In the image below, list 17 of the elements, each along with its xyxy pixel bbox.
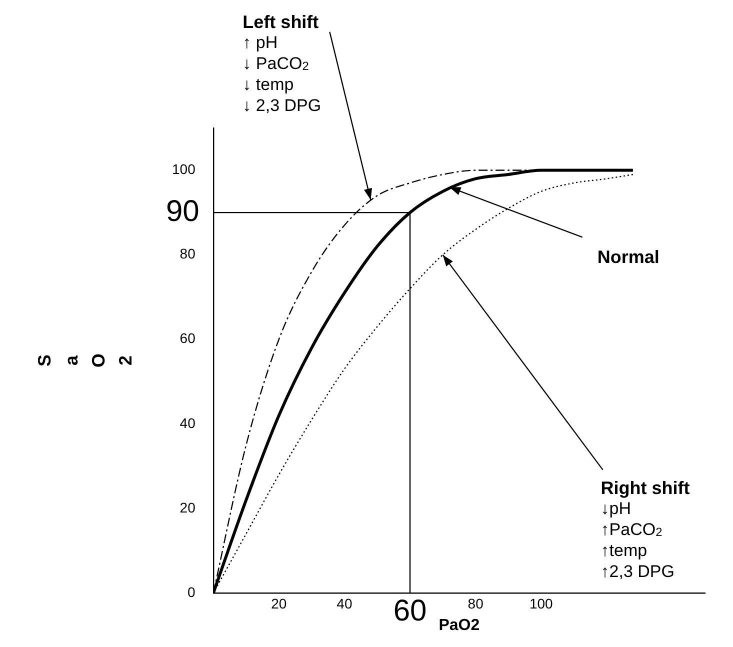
y-tick-label: 60: [180, 330, 196, 346]
x-tick-label: 20: [271, 595, 287, 612]
x-tick-label: 100: [529, 595, 554, 612]
x-tick-label: 80: [468, 595, 484, 612]
y-tick-label: 0: [188, 584, 196, 600]
ref-line-label: 90: [166, 194, 200, 228]
x-tick-label: 40: [336, 595, 352, 612]
ref-line-label: 60: [393, 594, 427, 628]
y-tick-label: 100: [172, 161, 196, 178]
annotation: Normal: [597, 247, 660, 268]
y-tick-label: 20: [180, 499, 196, 516]
y-tick-label: 80: [180, 246, 196, 262]
annotation: Right shift ↓pH ↑PaCO2 ↑temp ↑2,3 DPG: [600, 478, 690, 582]
annotation: Left shift ↑ pH ↓ PaCO2 ↓ temp ↓ 2,3 DPG: [242, 12, 322, 116]
x-axis-title: PaO2: [438, 616, 480, 634]
y-axis-title: SaO2: [34, 353, 136, 368]
y-tick-label: 40: [180, 414, 196, 431]
